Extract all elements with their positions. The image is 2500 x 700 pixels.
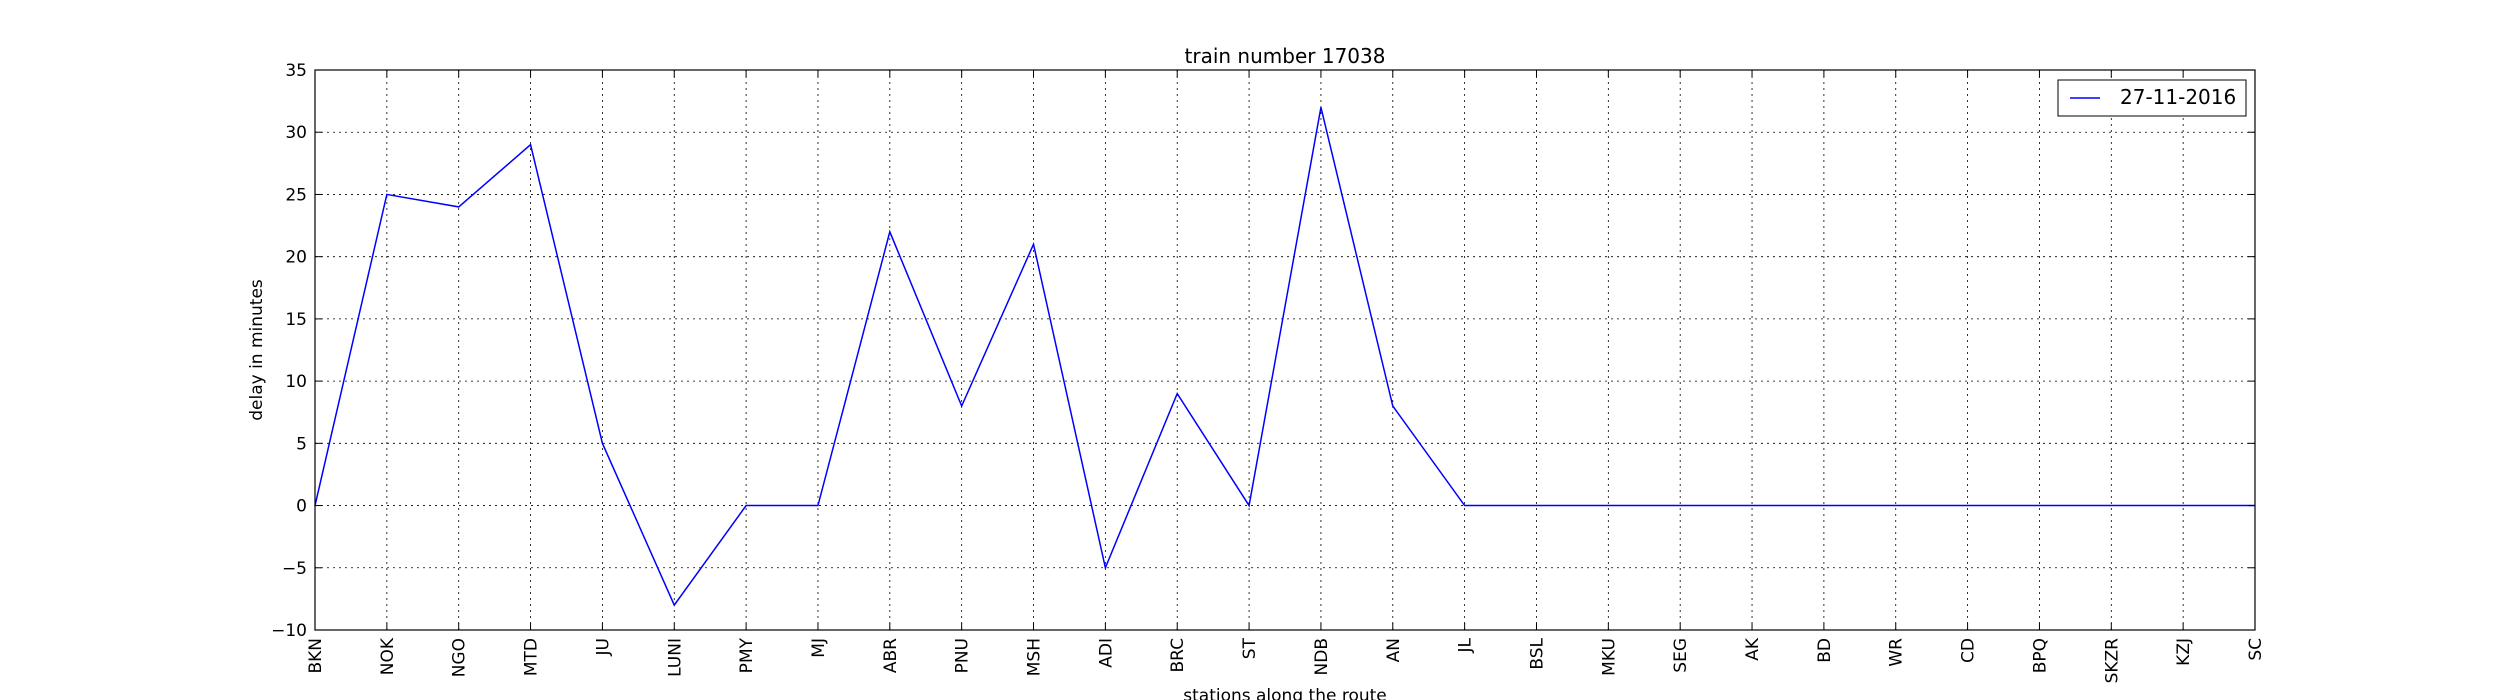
- x-tick-label: KZJ: [2174, 638, 2194, 666]
- x-tick-label: BD: [1815, 638, 1835, 663]
- y-axis: −10 −5 0 5 10 15 20 25 30 35: [271, 61, 2255, 641]
- x-tick-label: MTD: [522, 638, 542, 676]
- x-tick-label: BKN: [306, 638, 326, 674]
- data-point-MTD: [529, 143, 532, 146]
- data-point-NOK: [385, 193, 388, 196]
- data-point-JU: [601, 442, 604, 445]
- legend-label: 27-11-2016: [2120, 85, 2236, 109]
- x-tick-label: LUNI: [665, 638, 685, 677]
- chart-title: train number 17038: [1185, 44, 1386, 68]
- x-tick-label: AK: [1743, 637, 1763, 661]
- data-point-JL: [1463, 504, 1466, 507]
- x-tick-label: ST: [1240, 637, 1260, 659]
- x-tick-label: SKZR: [2102, 638, 2122, 684]
- y-tick-label: 15: [285, 310, 307, 330]
- data-point-MKU: [1607, 504, 1610, 507]
- data-point-BPQ: [2038, 504, 2041, 507]
- data-point-SEG: [1679, 504, 1682, 507]
- y-tick-label: 30: [285, 123, 307, 143]
- data-point-SKZR: [2110, 504, 2113, 507]
- data-point-AK: [1751, 504, 1754, 507]
- x-tick-label: PNU: [953, 638, 973, 673]
- x-tick-label: ADI: [1096, 638, 1116, 668]
- data-point-AN: [1391, 405, 1394, 408]
- data-point-LUNI: [673, 604, 676, 607]
- x-tick-label: WR: [1887, 638, 1907, 667]
- x-tick-label: CD: [1959, 638, 1979, 663]
- data-point-MJ: [816, 504, 819, 507]
- y-tick-label: −10: [271, 621, 307, 641]
- data-point-MSH: [1032, 243, 1035, 246]
- data-point-PNU: [960, 405, 963, 408]
- plot-background: [315, 70, 2255, 630]
- data-point-BD: [1822, 504, 1825, 507]
- data-point-BSL: [1535, 504, 1538, 507]
- data-point-BRC: [1176, 392, 1179, 395]
- series-line-27-11-2016: [314, 107, 2255, 607]
- data-point-CD: [1966, 504, 1969, 507]
- x-tick-label: PMY: [737, 637, 757, 673]
- data-point-NGO: [457, 205, 460, 208]
- data-point-KZJ: [2182, 504, 2185, 507]
- y-tick-label: 5: [296, 434, 307, 454]
- x-tick-label: BRC: [1168, 638, 1188, 673]
- plot-frame: [314, 69, 2256, 631]
- y-tick-label: 25: [285, 185, 307, 205]
- x-tick-label: JU: [593, 638, 613, 656]
- x-axis-label: stations along the route: [1183, 686, 1387, 700]
- data-point-ADI: [1104, 566, 1107, 569]
- x-tick-label: NDB: [1312, 638, 1332, 675]
- data-point-PMY: [745, 504, 748, 507]
- x-tick-label: MKU: [1599, 638, 1619, 676]
- x-tick-label: SC: [2246, 638, 2266, 661]
- legend: 27-11-2016: [2057, 79, 2247, 117]
- y-tick-label: 10: [285, 372, 307, 392]
- y-tick-label: 35: [285, 61, 307, 81]
- data-point-WR: [1894, 504, 1897, 507]
- x-tick-label: AN: [1384, 638, 1404, 662]
- x-tick-label: MSH: [1025, 638, 1045, 676]
- x-tick-label: BSL: [1527, 637, 1547, 669]
- x-tick-label: MJ: [809, 638, 829, 658]
- y-tick-label: −5: [282, 559, 307, 579]
- y-tick-label: 20: [285, 248, 307, 268]
- x-tick-label: JL: [1456, 637, 1476, 653]
- y-axis-label: delay in minutes: [247, 279, 267, 421]
- x-tick-label: NGO: [450, 638, 470, 677]
- x-axis: BKN NOK NGO MTD JU LUNI PMY MJ ABR PNU MSH ADI BRC ST…: [306, 70, 2266, 683]
- y-tick-label: 0: [296, 497, 307, 517]
- data-point-NDB: [1319, 106, 1322, 109]
- x-tick-label: SEG: [1671, 638, 1691, 673]
- data-point-ST: [1248, 504, 1251, 507]
- x-tick-label: BPQ: [2030, 638, 2050, 673]
- data-point-ABR: [888, 230, 891, 233]
- x-tick-label: ABR: [881, 638, 901, 673]
- x-tick-label: NOK: [378, 637, 398, 675]
